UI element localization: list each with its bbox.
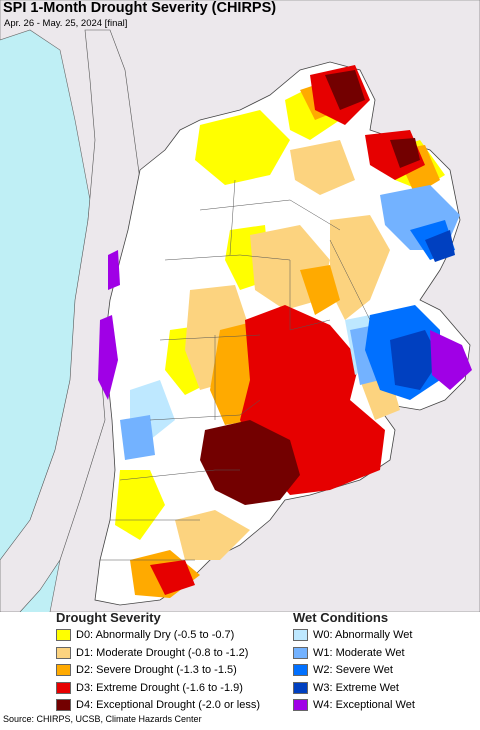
source-credit: Source: CHIRPS, UCSB, Climate Hazards Ce… xyxy=(3,714,202,724)
wet-legend-swatch xyxy=(293,646,308,659)
drought-legend-swatch xyxy=(56,664,71,676)
wet-legend-swatch xyxy=(293,699,308,711)
drought-legend-swatch xyxy=(56,699,71,711)
wet-legend-item: W3: Extreme Wet xyxy=(293,680,399,696)
drought-legend-item: D4: Exceptional Drought (-2.0 or less) xyxy=(56,697,260,713)
wet-legend-label: W2: Severe Wet xyxy=(313,664,393,676)
drought-legend-swatch xyxy=(56,646,71,659)
drought-legend-label: D4: Exceptional Drought (-2.0 or less) xyxy=(76,699,261,711)
d4-areas xyxy=(200,70,420,505)
map-subtitle: Apr. 26 - May. 25, 2024 [final] xyxy=(4,18,128,29)
wet-legend-item: W1: Moderate Wet xyxy=(293,645,405,661)
drought-legend-label: D1: Moderate Drought (-0.8 to -1.2) xyxy=(76,646,249,659)
drought-legend-label: D0: Abnormally Dry (-0.5 to -0.7) xyxy=(76,629,235,641)
wet-legend-label: W0: Abnormally Wet xyxy=(313,629,413,641)
map-title: SPI 1-Month Drought Severity (CHIRPS) xyxy=(3,0,277,16)
wet-legend-heading: Wet Conditions xyxy=(293,610,389,625)
wet-legend-swatch xyxy=(293,629,308,641)
drought-legend-item: D0: Abnormally Dry (-0.5 to -0.7) xyxy=(56,627,234,643)
drought-legend-item: D3: Extreme Drought (-1.6 to -1.9) xyxy=(56,680,243,696)
w4-areas xyxy=(98,250,472,400)
drought-legend-swatch xyxy=(56,629,71,641)
wet-legend-swatch xyxy=(293,664,308,676)
wet-legend-item: W0: Abnormally Wet xyxy=(293,627,412,643)
province-borders xyxy=(100,179,371,561)
drought-legend-heading: Drought Severity xyxy=(56,610,161,625)
drought-map xyxy=(0,0,480,612)
wet-legend-label: W4: Exceptional Wet xyxy=(313,699,415,711)
wet-legend-label: W3: Extreme Wet xyxy=(313,681,399,694)
drought-legend-label: D3: Extreme Drought (-1.6 to -1.9) xyxy=(76,681,243,694)
w3-areas xyxy=(390,230,455,390)
drought-legend-item: D1: Moderate Drought (-0.8 to -1.2) xyxy=(56,645,248,661)
drought-legend-swatch xyxy=(56,681,71,694)
wet-legend-item: W4: Exceptional Wet xyxy=(293,697,415,713)
wet-legend-label: W1: Moderate Wet xyxy=(313,646,405,659)
drought-legend-item: D2: Severe Drought (-1.3 to -1.5) xyxy=(56,662,237,678)
drought-legend-label: D2: Severe Drought (-1.3 to -1.5) xyxy=(76,664,237,676)
wet-legend-swatch xyxy=(293,681,308,694)
wet-legend-item: W2: Severe Wet xyxy=(293,662,393,678)
